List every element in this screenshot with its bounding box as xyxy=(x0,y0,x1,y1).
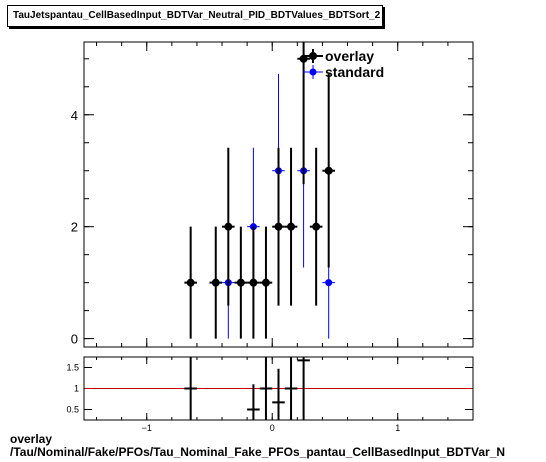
ratio-y-tick-label: 0.5 xyxy=(66,405,79,415)
title-box: TauJetspantau_CellBasedInput_BDTVar_Neut… xyxy=(7,5,383,27)
data-point-marker xyxy=(224,222,233,231)
legend-entry-label: overlay xyxy=(325,48,374,64)
data-point-marker xyxy=(211,278,220,287)
data-point-marker xyxy=(274,222,283,231)
data-point-marker xyxy=(312,222,321,231)
ratio-x-tick-label: −1 xyxy=(142,423,152,433)
data-point-marker xyxy=(324,166,333,175)
ratio-plot-series xyxy=(184,357,310,420)
main-y-tick-label: 2 xyxy=(71,220,78,235)
ratio-y-tick-label: 1.5 xyxy=(66,363,79,373)
ratio-x-tick-label: 0 xyxy=(270,423,275,433)
ratio-plot-axes: −1 0 1 0.5 1 1.5 xyxy=(66,357,474,433)
main-plot-frame xyxy=(83,41,474,348)
legend-entry-label: standard xyxy=(325,64,384,80)
main-y-tick-label: 4 xyxy=(71,108,78,123)
main-y-tick-label: 0 xyxy=(71,332,78,347)
caption-line-1: overlay xyxy=(10,432,53,446)
ratio-x-tick-label: 1 xyxy=(395,423,400,433)
data-point-marker xyxy=(236,278,245,287)
data-point-marker xyxy=(186,278,195,287)
caption-line-2: /Tau/Nominal/Fake/PFOs/Tau_Nominal_Fake_… xyxy=(10,445,506,459)
data-point-marker xyxy=(261,278,270,287)
ratio-y-tick-label: 1 xyxy=(74,384,79,394)
plot-title: TauJetspantau_CellBasedInput_BDTVar_Neut… xyxy=(13,10,381,21)
data-point-marker xyxy=(325,279,333,287)
main-plot-series xyxy=(184,42,335,339)
legend-marker-dot xyxy=(309,68,317,76)
legend-marker-dot xyxy=(309,52,317,60)
data-point-marker xyxy=(287,222,296,231)
data-point-marker xyxy=(249,278,258,287)
main-plot-axes: 0 2 4 xyxy=(71,42,474,347)
